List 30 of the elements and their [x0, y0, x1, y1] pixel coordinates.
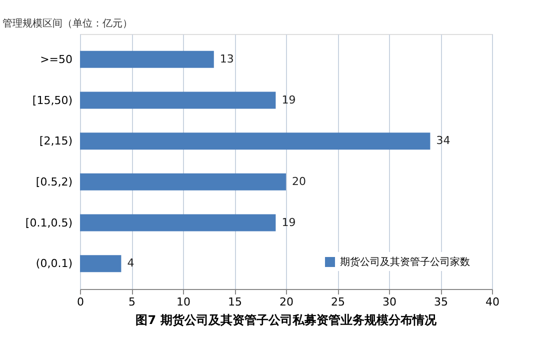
x-tick-label: 35 [434, 296, 448, 308]
data-label: 34 [436, 134, 450, 148]
x-tick-label: 15 [228, 296, 242, 308]
bar [80, 214, 276, 232]
text: 图7 期货公司及其资管子公司私募资管业务规模分布情况 [136, 313, 438, 327]
y-tick-label: (0,0.1) [36, 257, 72, 270]
legend-label: 期货公司及其资管子公司家数 [340, 256, 470, 268]
bar [80, 132, 430, 150]
bar [80, 173, 286, 190]
y-axis-title: 管理规模区间（单位：亿元） [2, 18, 132, 30]
y-tick-label: [2,15) [39, 134, 72, 148]
bar [80, 255, 122, 272]
x-tick-label: 5 [128, 296, 136, 308]
y-tick-label: [0.5,2) [36, 175, 72, 188]
x-tick-label: 20 [280, 296, 294, 308]
bar [80, 92, 276, 109]
data-label: 20 [292, 174, 306, 188]
x-tick-label: 10 [176, 296, 190, 308]
data-label: 19 [282, 216, 296, 229]
y-tick-label: >=50 [40, 52, 72, 66]
bar [80, 50, 214, 68]
y-tick-label: [15,50) [32, 94, 72, 107]
x-tick-label: 30 [382, 296, 396, 308]
x-tick-label: 0 [77, 296, 84, 308]
data-label: 19 [282, 93, 296, 106]
data-label: 4 [127, 256, 134, 270]
x-tick-label: 25 [331, 296, 345, 308]
y-tick-label: [0.1,0.5) [25, 216, 72, 230]
data-label: 13 [220, 52, 234, 66]
x-tick-label: 40 [486, 296, 500, 308]
